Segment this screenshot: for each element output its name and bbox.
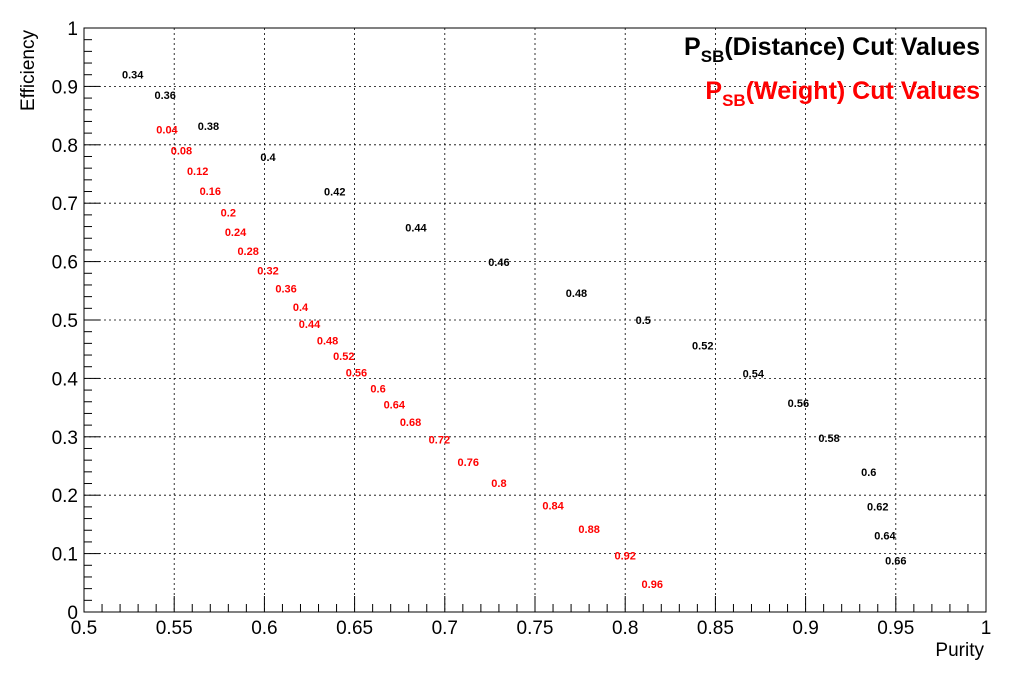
distance-cut-label: 0.52 <box>692 341 713 353</box>
legend-distance-subscript: SB <box>700 47 725 66</box>
distance-cut-label: 0.66 <box>885 556 906 568</box>
x-tick-label: 0.55 <box>156 618 193 639</box>
weight-cut-label: 0.36 <box>275 283 296 295</box>
legend-weight-text: (Weight) Cut Values <box>745 77 980 105</box>
distance-cut-label: 0.6 <box>861 467 876 479</box>
x-tick-label: 0.95 <box>877 618 914 639</box>
y-tick-label: 0.2 <box>52 486 78 507</box>
weight-cut-label: 0.88 <box>578 524 599 536</box>
weight-cut-label: 0.8 <box>491 478 506 490</box>
weight-cut-label: 0.4 <box>293 302 309 314</box>
weight-cut-label: 0.12 <box>187 166 208 178</box>
distance-cut-label: 0.62 <box>867 501 888 513</box>
y-tick-label: 0.5 <box>52 311 78 332</box>
weight-cut-label: 0.16 <box>200 186 221 198</box>
legend-distance-main: P <box>684 33 701 61</box>
weight-cut-label: 0.92 <box>614 550 635 562</box>
distance-cut-label: 0.54 <box>743 369 765 381</box>
weight-cut-label: 0.32 <box>257 265 278 277</box>
distance-cut-label: 0.48 <box>566 288 587 300</box>
data-labels: 0.34 0.36 0.38 0.4 0.42 0.44 0.46 0.48 0.5 0.52 0.… <box>122 70 907 591</box>
distance-cut-label: 0.44 <box>405 223 427 235</box>
y-tick-label: 0.1 <box>52 545 78 566</box>
legend: PSB(Distance) Cut Values PSB(Weight) Cut… <box>684 30 980 118</box>
distance-cut-label: 0.64 <box>874 530 896 542</box>
weight-cut-label: 0.68 <box>400 417 421 429</box>
x-tick-label: 0.75 <box>517 618 554 639</box>
weight-cut-label: 0.6 <box>370 383 385 395</box>
weight-cut-label: 0.48 <box>317 335 338 347</box>
axes: 0.5 0.55 0.6 0.65 0.7 0.75 0.8 0.85 0.9 0.95 1 0 0.1… <box>52 19 992 639</box>
x-tick-label: 0.8 <box>612 618 638 639</box>
grid-lines <box>84 28 986 612</box>
distance-cut-label: 0.5 <box>636 315 651 327</box>
legend-weight-subscript: SB <box>722 91 746 110</box>
y-tick-label: 0.9 <box>52 77 78 98</box>
y-tick-label: 0.7 <box>52 194 78 215</box>
y-tick-label: 0.8 <box>52 136 78 157</box>
weight-cut-label: 0.84 <box>542 501 564 513</box>
y-tick-label: 1 <box>67 19 78 40</box>
weight-cut-label: 0.72 <box>429 435 450 447</box>
y-tick-label: 0.4 <box>52 369 79 390</box>
legend-entry-weight: PSB(Weight) Cut Values <box>684 74 980 118</box>
x-axis-title: Purity <box>935 640 984 661</box>
legend-entry-distance: PSB(Distance) Cut Values <box>684 30 980 74</box>
x-tick-label: 0.6 <box>251 618 277 639</box>
weight-cut-label: 0.76 <box>458 457 479 469</box>
weight-cut-label: 0.08 <box>171 146 192 158</box>
legend-weight-main: P <box>705 77 723 105</box>
x-tick-label: 0.9 <box>792 618 818 639</box>
weight-cut-label: 0.64 <box>384 400 406 412</box>
y-tick-label: 0.6 <box>52 253 78 274</box>
weight-cut-label: 0.24 <box>225 227 247 239</box>
weight-cut-label: 0.28 <box>237 246 258 258</box>
weight-cut-label: 0.52 <box>333 351 354 363</box>
x-tick-label: 0.65 <box>336 618 373 639</box>
x-tick-label: 0.7 <box>432 618 458 639</box>
distance-cut-label: 0.46 <box>488 257 509 269</box>
weight-cut-label: 0.44 <box>299 319 321 331</box>
x-tick-label: 0.85 <box>697 618 734 639</box>
y-tick-label: 0.3 <box>52 428 78 449</box>
weight-cut-label: 0.04 <box>156 125 178 137</box>
distance-cut-label: 0.42 <box>324 187 345 199</box>
weight-cut-label: 0.96 <box>642 579 663 591</box>
distance-cut-label: 0.56 <box>788 398 809 410</box>
weight-cut-label: 0.2 <box>221 208 236 220</box>
legend-distance-text: (Distance) Cut Values <box>724 33 980 61</box>
distance-cut-label: 0.34 <box>122 70 144 82</box>
y-axis-title: Efficiency <box>18 30 39 111</box>
weight-cut-label: 0.56 <box>346 368 367 380</box>
distance-cut-label: 0.58 <box>818 433 839 445</box>
distance-cut-label: 0.4 <box>260 152 276 164</box>
distance-cut-label: 0.36 <box>154 90 175 102</box>
x-tick-label: 0.5 <box>71 618 97 639</box>
y-tick-label: 0 <box>67 603 78 624</box>
x-tick-label: 1 <box>981 618 992 639</box>
distance-cut-label: 0.38 <box>198 121 219 133</box>
